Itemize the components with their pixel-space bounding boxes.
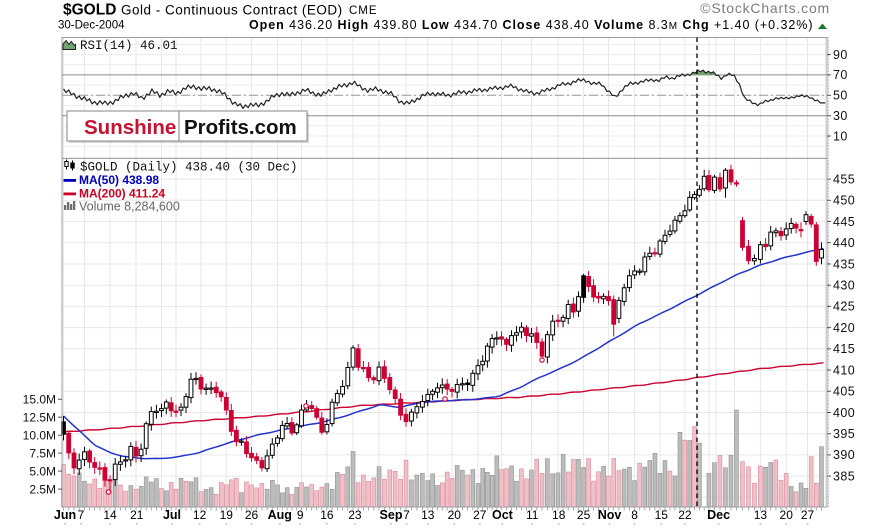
svg-text:435: 435 xyxy=(833,257,855,271)
svg-text:Aug: Aug xyxy=(268,508,292,522)
svg-text:Nov: Nov xyxy=(598,508,622,522)
svg-text:445: 445 xyxy=(833,215,855,229)
svg-text:7: 7 xyxy=(78,508,85,522)
svg-text:MA(200) 411.24: MA(200) 411.24 xyxy=(79,187,165,201)
svg-text:13: 13 xyxy=(754,508,768,522)
svg-text:10.0M: 10.0M xyxy=(23,429,56,443)
svg-text:425: 425 xyxy=(833,300,855,314)
svg-text:Open 436.20 High 439.80 Low 43: Open 436.20 High 439.80 Low 434.70 Close… xyxy=(249,18,813,32)
svg-text:30: 30 xyxy=(833,109,848,123)
svg-text:440: 440 xyxy=(833,236,855,250)
svg-text:430: 430 xyxy=(833,279,855,293)
svg-text:19: 19 xyxy=(220,508,234,522)
svg-text:13: 13 xyxy=(421,508,435,522)
svg-text:20: 20 xyxy=(448,508,462,522)
svg-text:Jul: Jul xyxy=(163,508,181,522)
svg-text:14: 14 xyxy=(103,508,117,522)
svg-text:Oct: Oct xyxy=(492,508,514,522)
svg-text:26: 26 xyxy=(245,508,259,522)
svg-text:23: 23 xyxy=(348,508,362,522)
svg-text:420: 420 xyxy=(833,321,855,335)
svg-text:Dec: Dec xyxy=(707,508,730,522)
svg-text:Sunshine: Sunshine xyxy=(84,116,176,139)
svg-text:20: 20 xyxy=(780,508,794,522)
svg-text:450: 450 xyxy=(833,194,855,208)
svg-text:410: 410 xyxy=(833,363,855,377)
svg-text:MA(50) 438.98: MA(50) 438.98 xyxy=(79,173,159,187)
svg-text:21: 21 xyxy=(130,508,144,522)
svg-text:2.5M: 2.5M xyxy=(29,482,56,496)
svg-text:7: 7 xyxy=(403,508,410,522)
svg-text:8: 8 xyxy=(631,508,638,522)
svg-text:70: 70 xyxy=(833,68,848,82)
svg-text:15: 15 xyxy=(655,508,669,522)
svg-text:9: 9 xyxy=(297,508,304,522)
svg-text:90: 90 xyxy=(833,48,848,62)
svg-text:Jun: Jun xyxy=(54,508,76,522)
svg-text:400: 400 xyxy=(833,406,855,420)
svg-text:12.5M: 12.5M xyxy=(23,411,56,425)
svg-text:11: 11 xyxy=(526,508,539,522)
svg-text:405: 405 xyxy=(833,385,855,399)
svg-text:50: 50 xyxy=(833,89,848,103)
svg-text:5.0M: 5.0M xyxy=(29,464,56,478)
svg-text:CME: CME xyxy=(349,5,378,17)
svg-text:30-Dec-2004: 30-Dec-2004 xyxy=(58,20,125,32)
svg-text:395: 395 xyxy=(833,427,855,441)
svg-text:27: 27 xyxy=(473,508,487,522)
svg-text:RSI(14) 46.01: RSI(14) 46.01 xyxy=(80,39,178,53)
svg-text:Profits.com: Profits.com xyxy=(184,116,297,139)
svg-text:12: 12 xyxy=(193,508,207,522)
svg-text:Sep: Sep xyxy=(380,508,403,522)
svg-text:$GOLD: $GOLD xyxy=(63,2,116,19)
svg-text:$GOLD (Daily) 438.40 (30 Dec): $GOLD (Daily) 438.40 (30 Dec) xyxy=(80,161,298,175)
svg-text:455: 455 xyxy=(833,172,855,186)
svg-text:16: 16 xyxy=(320,508,334,522)
svg-text:7.5M: 7.5M xyxy=(29,446,56,460)
svg-text:415: 415 xyxy=(833,342,855,356)
svg-text:Volume 8,284,600: Volume 8,284,600 xyxy=(79,200,180,214)
svg-text:18: 18 xyxy=(552,508,566,522)
svg-text:385: 385 xyxy=(833,469,855,483)
svg-text:27: 27 xyxy=(801,508,815,522)
svg-text:Gold - Continuous Contract (EO: Gold - Continuous Contract (EOD) xyxy=(121,3,343,18)
svg-text:10: 10 xyxy=(833,129,848,143)
svg-text:25: 25 xyxy=(577,508,591,522)
svg-text:15.0M: 15.0M xyxy=(23,393,56,407)
svg-text:©StockCharts.com: ©StockCharts.com xyxy=(700,0,830,16)
svg-text:22: 22 xyxy=(678,508,692,522)
svg-text:390: 390 xyxy=(833,448,855,462)
